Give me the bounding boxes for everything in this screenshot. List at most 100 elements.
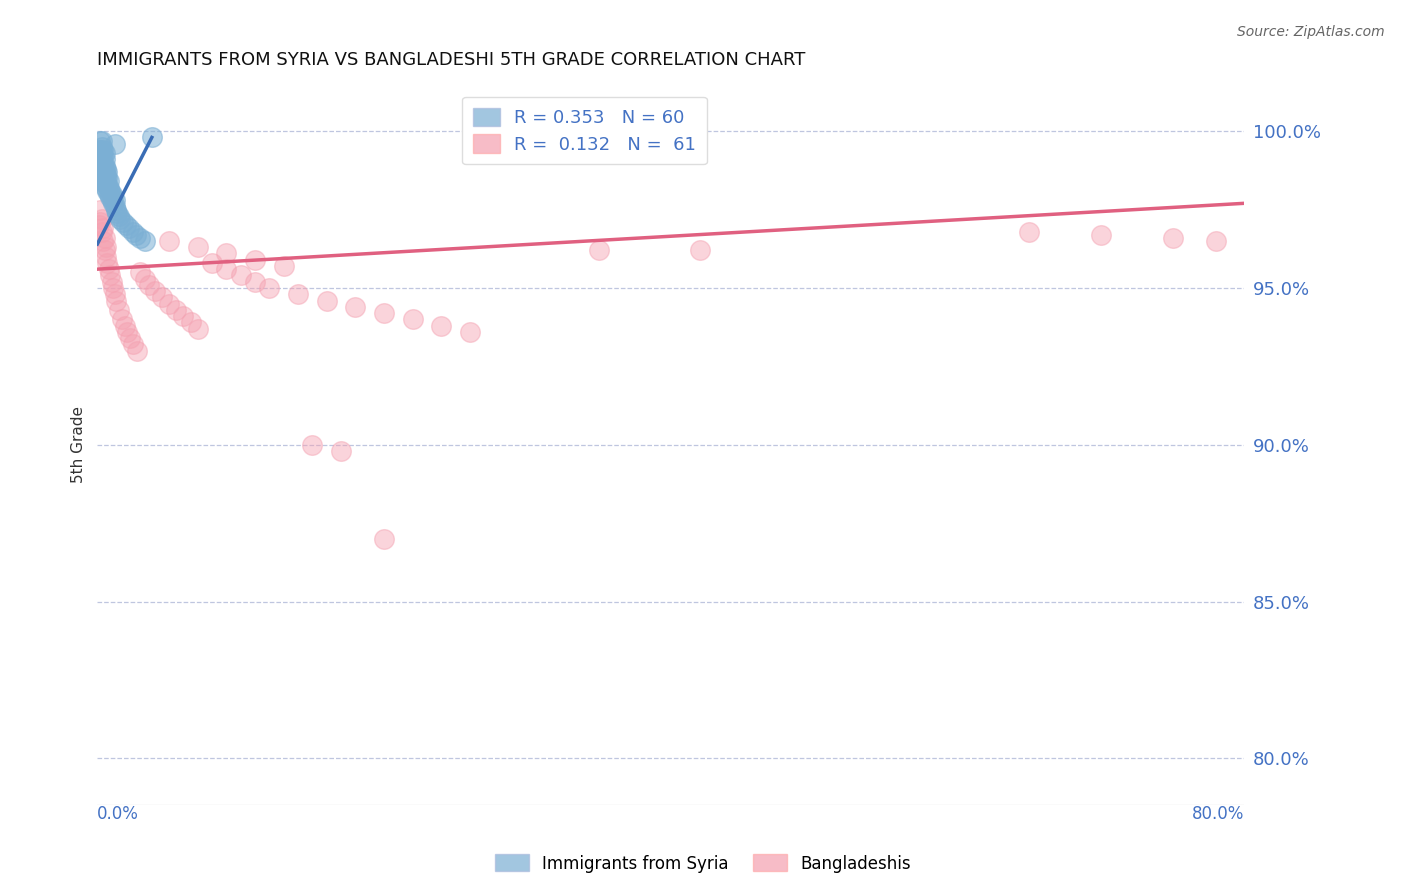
Point [215, 246, 238, 260]
Point [89, 134, 111, 148]
Point [87, 155, 110, 169]
Text: 80.0%: 80.0% [1192, 805, 1244, 823]
Point [215, 262, 238, 277]
Point [108, 209, 131, 223]
Legend: Immigrants from Syria, Bangladeshis: Immigrants from Syria, Bangladeshis [489, 847, 917, 880]
Point [172, 309, 194, 323]
Point [111, 312, 134, 326]
Point [96, 184, 118, 198]
Point [93, 178, 115, 192]
Point [93, 146, 115, 161]
Point [1090, 227, 1112, 242]
Point [103, 136, 125, 151]
Point [134, 234, 156, 248]
Point [89, 202, 111, 217]
Point [90, 146, 112, 161]
Point [98, 190, 121, 204]
Point [127, 343, 149, 358]
Point [129, 231, 152, 245]
Point [107, 205, 129, 219]
Point [94, 174, 117, 188]
Point [87, 161, 110, 176]
Point [273, 259, 295, 273]
Point [117, 325, 139, 339]
Point [165, 302, 187, 317]
Point [93, 153, 115, 167]
Point [89, 155, 111, 169]
Point [588, 244, 610, 258]
Point [101, 281, 124, 295]
Point [90, 225, 112, 239]
Point [104, 293, 127, 308]
Point [101, 196, 124, 211]
Point [91, 174, 114, 188]
Point [97, 180, 120, 194]
Point [87, 219, 110, 233]
Point [101, 190, 124, 204]
Point [90, 153, 112, 167]
Point [689, 244, 711, 258]
Point [122, 225, 145, 239]
Point [100, 186, 122, 201]
Point [100, 193, 122, 207]
Point [90, 140, 112, 154]
Point [315, 293, 337, 308]
Point [87, 149, 110, 163]
Point [93, 159, 115, 173]
Point [187, 240, 209, 254]
Point [129, 265, 152, 279]
Point [93, 171, 115, 186]
Point [87, 143, 110, 157]
Point [134, 271, 156, 285]
Point [91, 155, 114, 169]
Point [90, 134, 112, 148]
Point [96, 171, 118, 186]
Point [96, 165, 118, 179]
Point [110, 212, 132, 227]
Point [89, 161, 111, 176]
Point [330, 444, 353, 458]
Point [103, 199, 125, 213]
Point [90, 171, 112, 186]
Point [98, 268, 121, 283]
Point [112, 215, 135, 229]
Point [96, 256, 118, 270]
Point [91, 234, 114, 248]
Point [90, 159, 112, 173]
Y-axis label: 5th Grade: 5th Grade [72, 406, 86, 483]
Point [98, 184, 121, 198]
Point [138, 277, 160, 292]
Text: Source: ZipAtlas.com: Source: ZipAtlas.com [1237, 25, 1385, 39]
Point [373, 532, 395, 546]
Point [91, 161, 114, 176]
Point [90, 165, 112, 179]
Point [94, 161, 117, 176]
Point [120, 331, 142, 345]
Point [201, 256, 224, 270]
Point [187, 322, 209, 336]
Point [94, 180, 117, 194]
Point [94, 240, 117, 254]
Point [91, 221, 114, 235]
Point [118, 221, 141, 235]
Point [458, 325, 481, 339]
Point [97, 186, 120, 201]
Point [96, 178, 118, 192]
Point [91, 143, 114, 157]
Point [344, 300, 367, 314]
Point [103, 193, 125, 207]
Point [180, 316, 202, 330]
Point [97, 174, 120, 188]
Point [157, 234, 180, 248]
Text: 0.0%: 0.0% [97, 805, 139, 823]
Point [89, 149, 111, 163]
Point [91, 149, 114, 163]
Point [108, 302, 131, 317]
Point [94, 168, 117, 182]
Point [122, 337, 145, 351]
Point [157, 296, 180, 310]
Point [91, 168, 114, 182]
Point [94, 250, 117, 264]
Point [93, 165, 115, 179]
Point [150, 290, 173, 304]
